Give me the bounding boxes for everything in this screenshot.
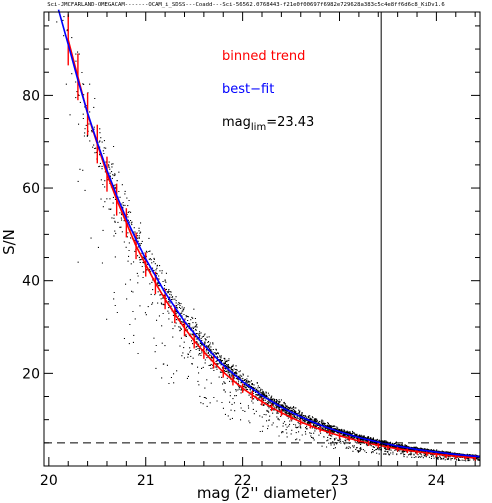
- maglim-value: =23.43: [266, 115, 314, 130]
- x-tick-label: 23: [331, 473, 349, 489]
- y-tick-label: 60: [22, 181, 40, 197]
- x-tick-label: 21: [137, 473, 155, 489]
- maglim-subscript: lim: [251, 122, 266, 133]
- x-tick-label: 22: [234, 473, 252, 489]
- y-tick-label: 20: [22, 366, 40, 382]
- legend-maglim: maglim=23.43: [222, 115, 314, 133]
- best-fit-line: [57, 9, 481, 458]
- x-tick-label: 24: [427, 473, 445, 489]
- legend-binned-trend: binned trend: [222, 49, 305, 64]
- legend-best-fit: best−fit: [222, 82, 274, 97]
- maglim-prefix: mag: [222, 115, 251, 130]
- y-tick-label: 40: [22, 274, 40, 290]
- axis-tick-labels: 20 21 22 23 24 20 40 60 80: [22, 88, 445, 489]
- y-tick-label: 80: [22, 88, 40, 104]
- axis-ticks: [44, 12, 480, 466]
- binned-trend-error-bars: [67, 14, 476, 461]
- x-tick-label: 20: [40, 473, 58, 489]
- y-axis-title: S/N: [0, 229, 18, 255]
- image-header-text: Sci-JMCFARLAND-OMEGACAM-------OCAM_i_SDS…: [47, 2, 445, 8]
- binned-trend-line: [67, 39, 476, 459]
- x-axis-title: mag (2'' diameter): [197, 484, 337, 502]
